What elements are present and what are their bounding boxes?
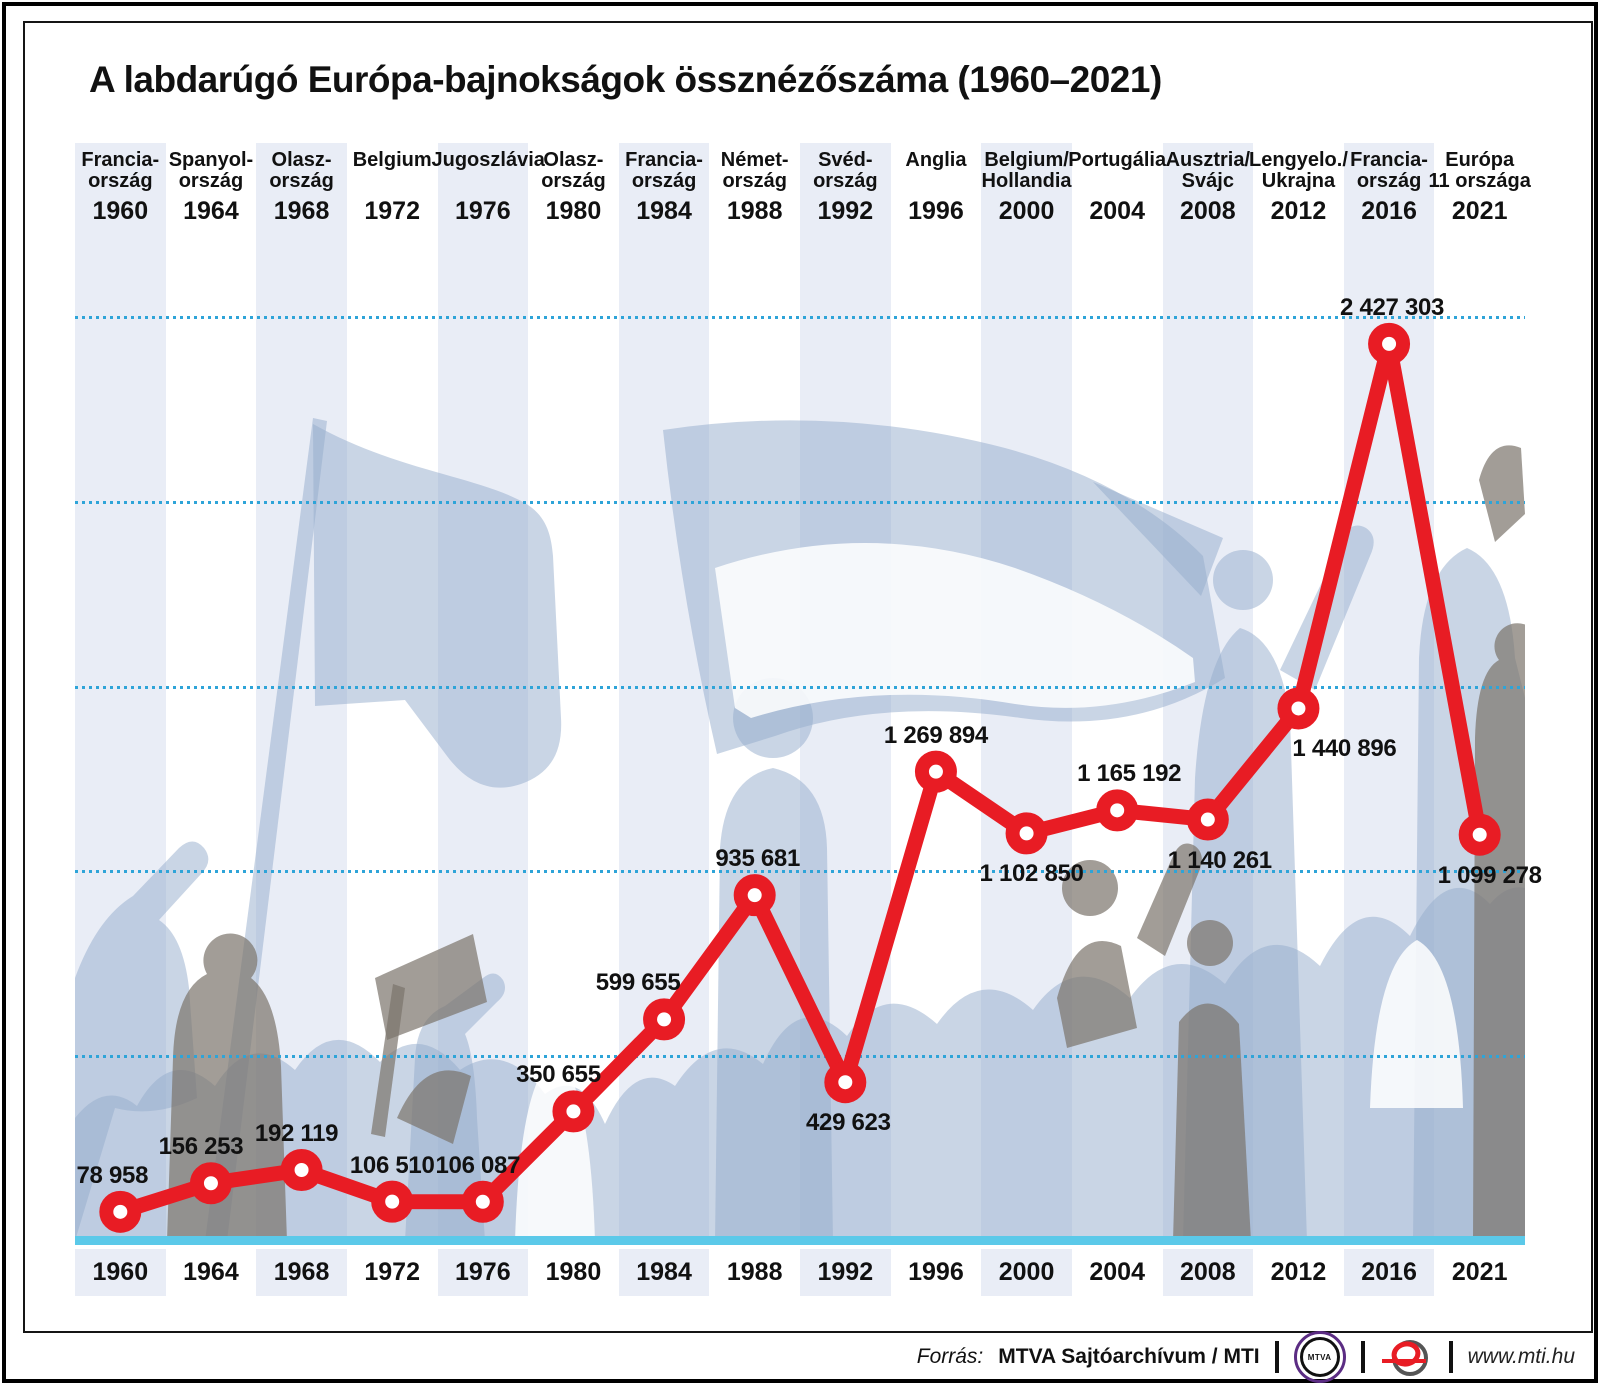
- footer-divider: [1274, 1341, 1279, 1373]
- host-year-label: 2000: [998, 197, 1055, 225]
- host-country-label: Portugália: [1068, 149, 1167, 171]
- host-country-label: Svéd- ország: [813, 149, 878, 192]
- host-header-cell: Portugália 2004: [1066, 150, 1169, 226]
- host-country-label: Belgium: [352, 149, 432, 171]
- host-year-label: 1964: [183, 197, 239, 225]
- host-year-label: 1960: [92, 197, 149, 225]
- value-label: 1 099 278: [1437, 861, 1542, 889]
- host-year-label: 1992: [817, 197, 874, 225]
- value-label: 156 253: [158, 1133, 244, 1161]
- host-header-cell: Belgium/ Hollandia 2000: [975, 150, 1078, 226]
- host-year-label: 1984: [636, 197, 692, 225]
- year-axis-cell: 2008: [1162, 1249, 1254, 1296]
- mtva-logo-text: MTVA: [1299, 1337, 1340, 1377]
- host-header-cell: Francia- ország 1984: [613, 150, 716, 226]
- mti-logo: [1381, 1340, 1428, 1376]
- host-country-label: Francia- ország: [1350, 149, 1428, 192]
- value-label: 1 165 192: [1077, 760, 1182, 788]
- year-axis-cell: 2021: [1451, 1258, 1508, 1286]
- mti-url: www.mti.hu: [1467, 1345, 1575, 1368]
- year-axis-cell: 1984: [618, 1249, 710, 1296]
- host-header-cell: Francia- ország 1960: [69, 150, 172, 226]
- footer: Forrás: MTVA Sajtóarchívum / MTI MTVA ww…: [0, 1331, 1575, 1383]
- value-label: 2 427 303: [1340, 293, 1445, 321]
- host-country-label: Spanyol- ország: [168, 149, 254, 192]
- value-label: 106 087: [435, 1151, 521, 1179]
- host-year-label: 2008: [1180, 197, 1236, 225]
- host-year-label: 1996: [908, 197, 964, 225]
- host-country-label: Lengyelo./ Ukrajna: [1248, 149, 1348, 192]
- host-year-label: 2021: [1451, 197, 1508, 225]
- value-label: 599 655: [595, 969, 681, 997]
- value-label: 106 510: [349, 1151, 435, 1179]
- host-header-cell: Német- ország 1988: [703, 150, 806, 226]
- host-country-label: Belgium/ Hollandia: [981, 149, 1072, 192]
- footer-divider: [1448, 1341, 1453, 1373]
- value-label: 935 681: [715, 845, 801, 873]
- year-axis-cell: 2000: [981, 1249, 1072, 1296]
- host-header-cell: Európa 11 országa 2021: [1428, 150, 1531, 226]
- host-country-label: Anglia: [905, 149, 967, 171]
- host-country-label: Ausztria/ Svájc: [1165, 149, 1251, 192]
- year-axis-cell: 1976: [437, 1249, 529, 1296]
- year-axis-cell: 1988: [726, 1258, 783, 1286]
- value-label: 350 655: [516, 1061, 601, 1089]
- value-label: 1 102 850: [979, 860, 1084, 888]
- host-year-label: 2016: [1361, 197, 1417, 225]
- year-axis-cell: 2012: [1270, 1258, 1327, 1286]
- host-country-label: Európa 11 országa: [1428, 149, 1531, 192]
- host-header-cell: Belgium 1972: [341, 150, 444, 226]
- year-axis-cell: 1960: [75, 1249, 166, 1296]
- value-label: 1 140 261: [1167, 846, 1272, 874]
- host-country-label: Francia- ország: [625, 149, 703, 192]
- host-header-cell: Jugoszlávia 1976: [431, 149, 545, 226]
- year-axis-cell: 2016: [1343, 1249, 1435, 1296]
- year-axis-cell: 1972: [364, 1258, 420, 1286]
- value-label: 1 440 896: [1292, 735, 1397, 763]
- year-axis-cell: 1964: [183, 1258, 239, 1286]
- host-year-label: 1988: [726, 197, 783, 225]
- source-text: MTVA Sajtóarchívum / MTI: [998, 1345, 1260, 1368]
- mtva-logo: MTVA: [1293, 1331, 1346, 1383]
- year-axis-cell: 2004: [1089, 1258, 1145, 1286]
- host-year-label: 2012: [1270, 197, 1327, 225]
- host-header-cell: Svéd- ország 1992: [794, 150, 897, 226]
- gridline: [75, 500, 1525, 504]
- year-axis-cell: 1996: [908, 1258, 964, 1286]
- year-axis-cell: 1980: [545, 1258, 602, 1286]
- crowd-background-illustration: [75, 418, 1525, 1241]
- value-label: 78 958: [76, 1161, 149, 1189]
- gridline: [75, 1055, 1525, 1059]
- host-header-cell: Anglia 1996: [885, 150, 988, 226]
- host-header-cell: Francia- ország 2016: [1338, 150, 1441, 226]
- host-header-cell: Spanyol- ország 1964: [160, 150, 263, 226]
- gridline: [75, 316, 1525, 319]
- crowd-blue-shapes: [75, 418, 1525, 1241]
- host-year-label: 1976: [455, 197, 511, 225]
- host-header-cell: Lengyelo./ Ukrajna 2012: [1247, 150, 1350, 226]
- footer-divider: [1360, 1341, 1365, 1373]
- chart-title: A labdarúgó Európa-bajnokságok össznézős…: [89, 59, 1162, 100]
- value-label: 192 119: [254, 1119, 339, 1147]
- host-year-label: 1972: [364, 197, 420, 225]
- host-country-label: Jugoszlávia: [431, 149, 545, 171]
- host-country-label: Olasz- ország: [541, 149, 606, 192]
- host-country-label: Olasz- ország: [269, 149, 334, 192]
- value-label: 429 623: [805, 1109, 891, 1137]
- value-label: 1 269 894: [883, 721, 988, 749]
- year-axis-cell: 1992: [800, 1249, 891, 1296]
- host-header-cell: Olasz- ország 1980: [522, 150, 625, 226]
- host-country-label: Német- ország: [720, 149, 789, 192]
- host-header-cell: Olasz- ország 1968: [250, 150, 353, 226]
- host-year-label: 1980: [545, 197, 602, 225]
- host-header-cell: Ausztria/ Svájc 2008: [1157, 150, 1260, 226]
- year-axis-cell: 1968: [256, 1249, 347, 1296]
- host-year-label: 2004: [1089, 197, 1145, 225]
- source-label: Forrás:: [916, 1345, 984, 1368]
- host-year-label: 1968: [273, 197, 330, 225]
- host-country-label: Francia- ország: [81, 149, 160, 192]
- x-axis-line: [75, 1236, 1525, 1245]
- gridline: [75, 685, 1525, 689]
